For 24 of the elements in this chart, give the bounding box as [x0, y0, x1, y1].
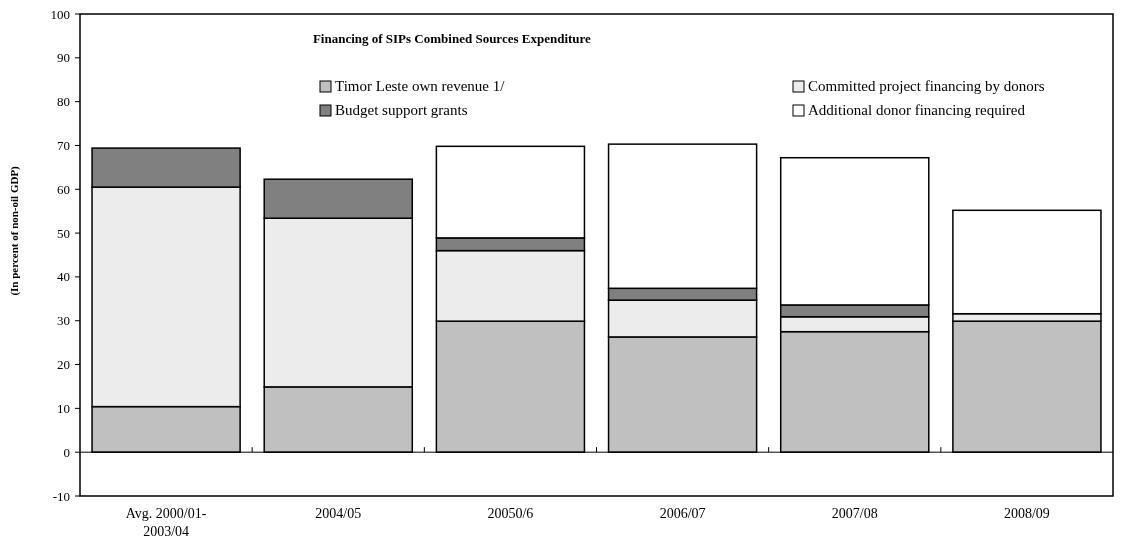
legend-label: Timor Leste own revenue 1/: [335, 78, 506, 94]
x-tick-label: 2007/08: [831, 506, 878, 521]
x-tick-label: 2006/07: [659, 506, 706, 521]
legend-label: Committed project financing by donors: [808, 78, 1045, 94]
x-tick-label: 20050/6: [487, 506, 534, 521]
y-tick-label: -10: [52, 488, 70, 504]
y-tick-label: 40: [57, 269, 70, 285]
y-tick-label: 0: [63, 444, 70, 460]
y-tick-label: 100: [50, 6, 70, 22]
legend-label: Budget support grants: [335, 102, 468, 118]
text: Financing of SIPs Combined Sources Expenditure: [312, 31, 592, 46]
y-tick-label: 80: [57, 94, 70, 110]
x-tick-label: 2008/09: [1003, 506, 1050, 521]
y-axis-title: (In percent of non-oil GDP): [8, 165, 21, 296]
x-tick-label: 2004/05: [315, 506, 362, 521]
y-tick-label: 10: [57, 400, 70, 416]
y-tick-label: 20: [57, 357, 70, 373]
x-tick-label: Avg. 2000/01- 2003/04: [125, 506, 207, 539]
y-tick-label: 30: [57, 313, 70, 329]
y-tick-label: 90: [57, 50, 70, 66]
y-tick-label: 50: [57, 225, 70, 241]
y-tick-label: 60: [57, 181, 70, 197]
y-tick-label: 70: [57, 138, 70, 153]
legend-label: Additional donor financing required: [808, 102, 1026, 118]
